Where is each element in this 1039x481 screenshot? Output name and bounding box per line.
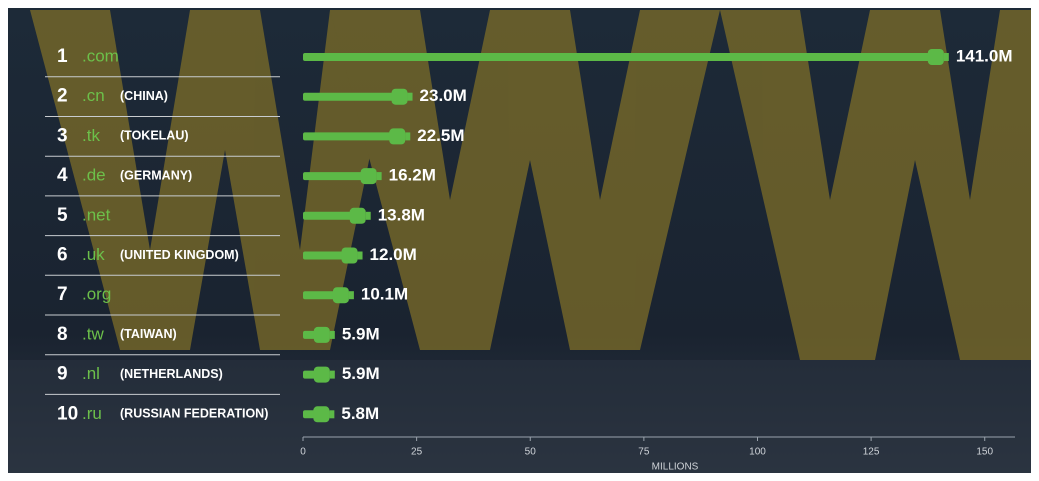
x-tick-label: 150 [976,447,993,458]
bar-plug [365,211,371,220]
x-tick-label: 100 [749,447,766,458]
rank: 6 [57,245,68,266]
value-label: 10.1M [361,285,408,304]
country: (TAIWAN) [120,327,177,341]
domain: .ru [82,404,102,423]
domain: .tw [82,324,104,343]
domain: .org [82,285,111,304]
bar-plug [348,291,354,300]
x-tick-label: 0 [300,447,306,458]
bar-plug [357,251,363,260]
x-tick-label: 50 [525,447,537,458]
rank: 7 [57,284,68,305]
bar-cap [313,406,330,423]
rank: 5 [57,205,68,226]
domain: .nl [82,364,100,383]
rank: 4 [57,165,68,186]
rank: 3 [57,125,68,146]
bar [303,53,944,61]
bar-plug [329,330,335,339]
domain: .com [82,46,119,65]
bar-cap [313,326,330,343]
value-label: 16.2M [389,166,436,185]
bar-plug [407,92,413,101]
x-axis-label: MILLIONS [652,462,699,473]
x-tick-label: 25 [411,447,423,458]
bar-cap [389,128,406,145]
bar-plug [943,53,949,61]
bar-plug [329,370,335,379]
rank: 10 [57,403,78,424]
country: (RUSSIAN FEDERATION) [120,407,268,421]
value-label: 13.8M [378,205,425,224]
bar-cap [360,168,377,185]
bar-cap [391,88,408,105]
country: (NETHERLANDS) [120,367,223,381]
background-shade [8,360,1031,473]
bar-cap [313,366,330,383]
bar-plug [405,132,411,141]
country: (CHINA) [120,89,168,103]
bar [303,92,408,101]
rank: 1 [57,46,68,67]
rank: 2 [57,86,68,107]
bar [303,172,377,181]
rank: 9 [57,364,68,385]
value-label: 5.9M [342,364,380,383]
x-tick-label: 75 [638,447,650,458]
bar-cap [332,287,349,304]
bar-cap [341,247,358,264]
domain: .uk [82,245,105,264]
bar-plug [376,172,382,181]
value-label: 5.8M [341,404,379,423]
bar [303,132,406,141]
country: (UNITED KINGDOM) [120,248,239,262]
bar-plug [329,410,335,419]
x-tick-label: 125 [863,447,880,458]
bar-cap [349,207,366,224]
value-label: 23.0M [420,86,467,105]
domain: .tk [82,126,100,145]
bar-cap [927,49,944,65]
domain: .cn [82,86,105,105]
country: (TOKELAU) [120,129,189,143]
background-letters [30,10,1031,360]
domain: .de [82,166,106,185]
domain: .net [82,205,111,224]
rank: 8 [57,324,68,345]
value-label: 12.0M [370,245,417,264]
value-label: 5.9M [342,324,380,343]
value-label: 22.5M [417,126,464,145]
value-label: 141.0M [956,46,1013,65]
country: (GERMANY) [120,168,192,182]
